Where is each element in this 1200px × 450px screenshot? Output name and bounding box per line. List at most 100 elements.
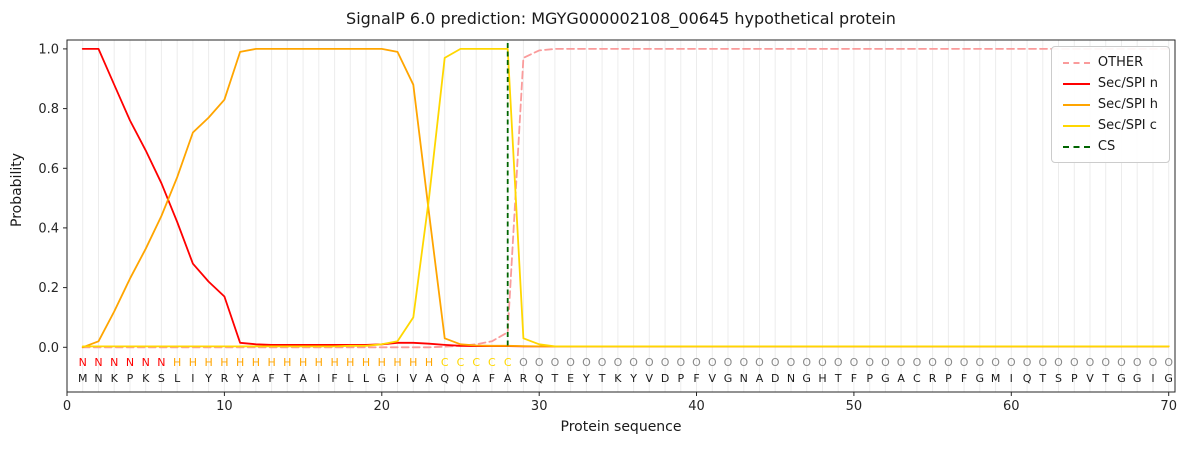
sequence-letter: P bbox=[945, 372, 952, 385]
sequence-letter: G bbox=[724, 372, 733, 385]
region-label: O bbox=[676, 356, 685, 369]
sequence-letter: T bbox=[598, 372, 606, 385]
legend-entry-other: OTHER bbox=[1062, 55, 1158, 70]
sequence-letter: G bbox=[881, 372, 890, 385]
sequence-letter: F bbox=[693, 372, 699, 385]
region-label: H bbox=[315, 356, 323, 369]
region-label: O bbox=[1007, 356, 1016, 369]
sequence-letter: P bbox=[677, 372, 684, 385]
region-label: O bbox=[1086, 356, 1095, 369]
region-label: O bbox=[739, 356, 748, 369]
x-axis-label: Protein sequence bbox=[560, 419, 682, 435]
region-label: O bbox=[944, 356, 953, 369]
region-label: N bbox=[79, 356, 87, 369]
region-label: O bbox=[1164, 356, 1173, 369]
plot-background bbox=[67, 40, 1175, 392]
sequence-letter: L bbox=[363, 372, 370, 385]
region-label: H bbox=[220, 356, 228, 369]
sequence-letter: I bbox=[1010, 372, 1013, 385]
sequence-letter: E bbox=[567, 372, 574, 385]
sequence-letter: T bbox=[283, 372, 291, 385]
sequence-letter: I bbox=[191, 372, 194, 385]
sequence-letter: V bbox=[410, 372, 418, 385]
sequence-letter: Y bbox=[629, 372, 637, 385]
sequence-letter: F bbox=[489, 372, 495, 385]
region-label: H bbox=[252, 356, 260, 369]
region-label: O bbox=[629, 356, 638, 369]
region-label: N bbox=[94, 356, 102, 369]
sequence-letter: K bbox=[614, 372, 622, 385]
region-label: H bbox=[189, 356, 197, 369]
sequence-letter: A bbox=[472, 372, 480, 385]
sequence-letter: K bbox=[142, 372, 150, 385]
region-label: O bbox=[755, 356, 764, 369]
y-tick-label: 0.2 bbox=[38, 281, 59, 296]
sequence-letter: N bbox=[740, 372, 748, 385]
region-label: O bbox=[566, 356, 575, 369]
region-label: O bbox=[787, 356, 796, 369]
sequence-letter: A bbox=[425, 372, 433, 385]
sequence-letter: S bbox=[158, 372, 165, 385]
region-label: O bbox=[1117, 356, 1126, 369]
sec-spi-h-line-sample bbox=[1062, 103, 1090, 106]
sequence-letter: F bbox=[331, 372, 337, 385]
region-label: O bbox=[1149, 356, 1158, 369]
region-label: O bbox=[614, 356, 623, 369]
region-label: C bbox=[457, 356, 465, 369]
legend-label-sec-spi-h: Sec/SPI h bbox=[1097, 97, 1158, 112]
region-label: O bbox=[960, 356, 969, 369]
sequence-letter: D bbox=[661, 372, 669, 385]
region-label: O bbox=[582, 356, 591, 369]
sequence-letter: T bbox=[1038, 372, 1046, 385]
y-tick-label: 0.0 bbox=[38, 341, 59, 356]
sequence-letter: G bbox=[1133, 372, 1142, 385]
region-label: H bbox=[362, 356, 370, 369]
sequence-letter: G bbox=[976, 372, 985, 385]
region-label: O bbox=[535, 356, 544, 369]
region-label: H bbox=[267, 356, 275, 369]
region-label: O bbox=[1054, 356, 1063, 369]
sequence-letter: M bbox=[991, 372, 1001, 385]
region-label: O bbox=[991, 356, 1000, 369]
region-label: O bbox=[598, 356, 607, 369]
region-label: H bbox=[393, 356, 401, 369]
sequence-letter: T bbox=[834, 372, 842, 385]
region-label: O bbox=[818, 356, 827, 369]
region-label: C bbox=[472, 356, 480, 369]
sequence-letter: Y bbox=[204, 372, 212, 385]
sequence-letter: V bbox=[1086, 372, 1094, 385]
region-label: H bbox=[299, 356, 307, 369]
region-label: O bbox=[975, 356, 984, 369]
region-label: O bbox=[881, 356, 890, 369]
sequence-letter: G bbox=[802, 372, 811, 385]
sequence-letter: T bbox=[551, 372, 559, 385]
sequence-letter: F bbox=[851, 372, 857, 385]
sequence-letter: I bbox=[317, 372, 320, 385]
x-tick-label: 30 bbox=[531, 399, 548, 414]
region-label: N bbox=[157, 356, 165, 369]
sequence-letter: Q bbox=[440, 372, 449, 385]
sequence-letter: D bbox=[771, 372, 779, 385]
region-label: O bbox=[865, 356, 874, 369]
region-label: O bbox=[1038, 356, 1047, 369]
sequence-letter: Q bbox=[1023, 372, 1032, 385]
region-label: N bbox=[142, 356, 150, 369]
region-label: O bbox=[928, 356, 937, 369]
sec-spi-c-line-sample bbox=[1062, 124, 1090, 127]
cs-line-sample bbox=[1062, 145, 1090, 148]
sequence-letter: R bbox=[929, 372, 937, 385]
region-label: H bbox=[330, 356, 338, 369]
region-label: N bbox=[110, 356, 118, 369]
sequence-letter: G bbox=[1117, 372, 1126, 385]
sequence-letter: A bbox=[252, 372, 260, 385]
legend-entry-cs: CS bbox=[1062, 139, 1158, 154]
sequence-letter: H bbox=[818, 372, 826, 385]
chart-title: SignalP 6.0 prediction: MGYG000002108_00… bbox=[346, 9, 896, 28]
region-label: H bbox=[425, 356, 433, 369]
sequence-letter: P bbox=[866, 372, 873, 385]
region-label: O bbox=[1133, 356, 1142, 369]
x-tick-label: 70 bbox=[1160, 399, 1177, 414]
region-label: H bbox=[378, 356, 386, 369]
